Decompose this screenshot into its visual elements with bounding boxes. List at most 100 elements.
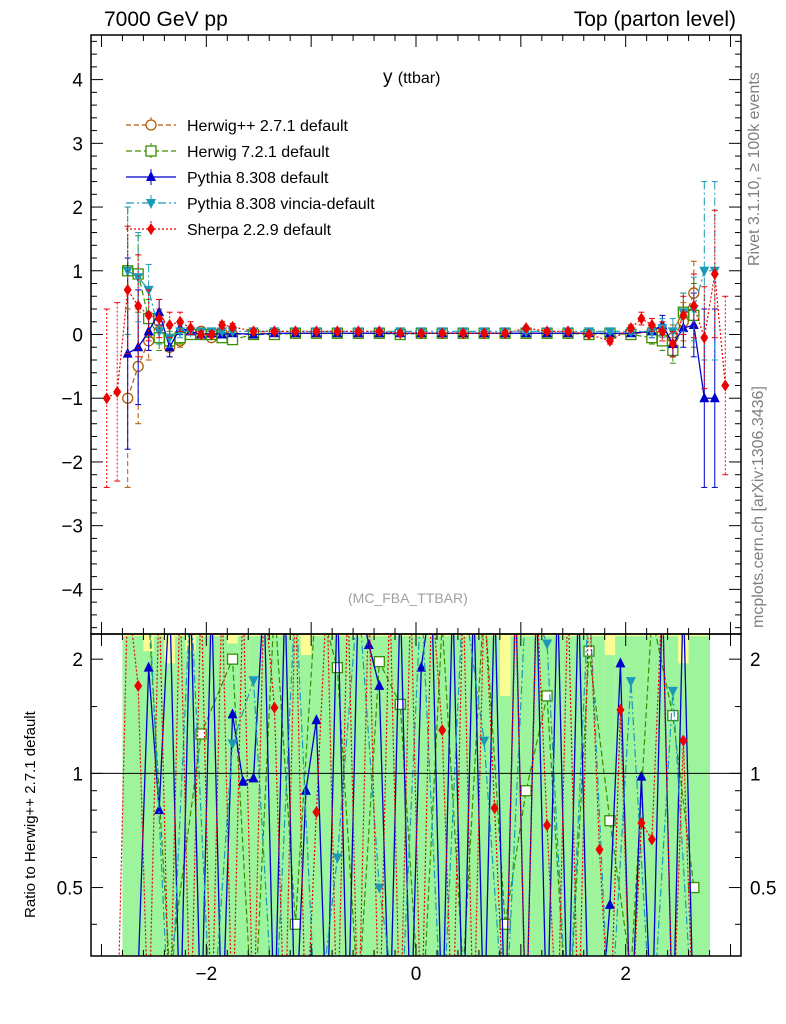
data-point	[122, 347, 133, 358]
band-green-bin	[594, 636, 606, 956]
ratio-point	[438, 724, 447, 737]
data-point	[459, 327, 468, 340]
data-point	[207, 328, 216, 341]
ratio-point	[647, 833, 656, 846]
ratio-point	[416, 661, 427, 672]
data-point	[354, 325, 363, 338]
band-green-bin	[290, 636, 302, 956]
band-green-bin	[667, 636, 679, 956]
ratio-point	[270, 701, 279, 714]
x-tick-label: 2	[620, 964, 631, 985]
data-point	[417, 327, 426, 340]
band-green-bin	[185, 651, 197, 956]
data-point	[647, 318, 656, 331]
data-point	[113, 385, 122, 398]
data-point	[218, 318, 227, 331]
data-point	[154, 306, 165, 317]
data-point	[228, 320, 237, 333]
data-point	[646, 327, 657, 338]
ratio-y-tick-label-right: 0.5	[750, 879, 776, 900]
band-green-bin	[436, 636, 448, 956]
band-green-bin	[583, 636, 595, 956]
ratio-point	[374, 679, 385, 690]
band-green-bin	[615, 636, 627, 956]
band-green-bin	[405, 636, 417, 956]
band-green-bin	[426, 636, 438, 956]
ratio-point	[542, 639, 553, 650]
band-green-bin	[132, 636, 144, 956]
band-green-bin	[625, 636, 637, 956]
ratio-series-pythia	[138, 634, 693, 956]
data-point	[604, 327, 615, 338]
data-point	[501, 327, 510, 340]
legend-marker-herwigpp	[145, 119, 157, 131]
data-point	[186, 322, 195, 335]
series-herwigpp	[122, 260, 700, 488]
band-green-bin	[342, 636, 354, 956]
band-green-bin	[541, 636, 553, 956]
band-green-bin	[195, 636, 207, 956]
y-tick-label: −2	[61, 453, 83, 474]
ratio-point	[636, 770, 647, 781]
data-point	[637, 312, 646, 325]
legend-marker-pythia	[146, 171, 156, 181]
ratio-series-sherpa	[118, 634, 692, 956]
band-green-bin	[699, 636, 710, 956]
ratio-point	[604, 815, 616, 827]
ratio-point	[134, 679, 143, 692]
ratio-series-vincia	[150, 634, 690, 956]
legend-marker-herwig7	[145, 145, 157, 157]
band-green-bin	[384, 636, 396, 956]
legend-label-vincia: Pythia 8.308 vincia-default	[187, 196, 375, 213]
legend-label-herwig7: Herwig 7.2.1 default	[187, 144, 330, 161]
collision-energy-label: 7000 GeV pp	[104, 8, 228, 31]
data-point	[176, 315, 185, 328]
band-green-bin	[688, 636, 700, 956]
ratio-point	[312, 806, 321, 819]
band-green-bin	[531, 636, 543, 956]
process-label: Top (parton level)	[573, 8, 736, 31]
band-green-bin	[300, 655, 312, 956]
band-green-bin	[573, 636, 585, 956]
band-green-bin	[269, 636, 281, 956]
ratio-point	[331, 661, 344, 674]
legend: Herwig++ 2.7.1 default Herwig 7.2.1 defau…	[126, 117, 375, 239]
band-green-bin	[353, 636, 364, 956]
data-point	[333, 325, 342, 338]
band-green-bin	[363, 636, 375, 956]
ratio-y-tick-label: 0.5	[57, 879, 83, 900]
data-point	[102, 392, 111, 405]
ratio-point	[374, 883, 385, 894]
y-tick-label: 4	[72, 71, 83, 92]
ratio-point	[248, 676, 259, 687]
ratio-point	[195, 728, 207, 740]
data-point	[480, 327, 489, 340]
plot-title-subscript: (ttbar)	[397, 70, 441, 87]
band-green-bin	[143, 651, 155, 956]
y-tick-label: −1	[61, 389, 83, 410]
ratio-point	[226, 653, 239, 665]
y-tick-label: −4	[61, 580, 83, 601]
ratio-point	[300, 784, 311, 795]
ratio-point	[604, 898, 615, 909]
legend-marker-sherpa	[147, 223, 155, 235]
axes-group: 4 3 2 1 0 −1 −2 −3 −4 −2 0 2 0.5 0.5 1 1 2 2	[57, 35, 776, 985]
band-green-bin	[499, 695, 511, 956]
data-point	[164, 333, 175, 344]
data-point	[197, 328, 206, 341]
band-green-bin	[457, 636, 469, 956]
band-green-bin	[174, 636, 186, 956]
ratio-point	[332, 853, 343, 864]
y-tick-label: 2	[72, 198, 83, 219]
data-point	[699, 266, 710, 277]
main-series-group	[102, 181, 730, 488]
ratio-point	[667, 709, 679, 722]
data-point	[700, 331, 709, 344]
band-green-bin	[258, 636, 270, 956]
data-point	[564, 325, 573, 338]
band-green-bin	[678, 663, 689, 956]
analysis-tag: (MC_FBA_TTBAR)	[348, 590, 468, 606]
mcplots-credit-label: mcplots.cern.ch [arXiv:1306.3436]	[750, 386, 767, 628]
